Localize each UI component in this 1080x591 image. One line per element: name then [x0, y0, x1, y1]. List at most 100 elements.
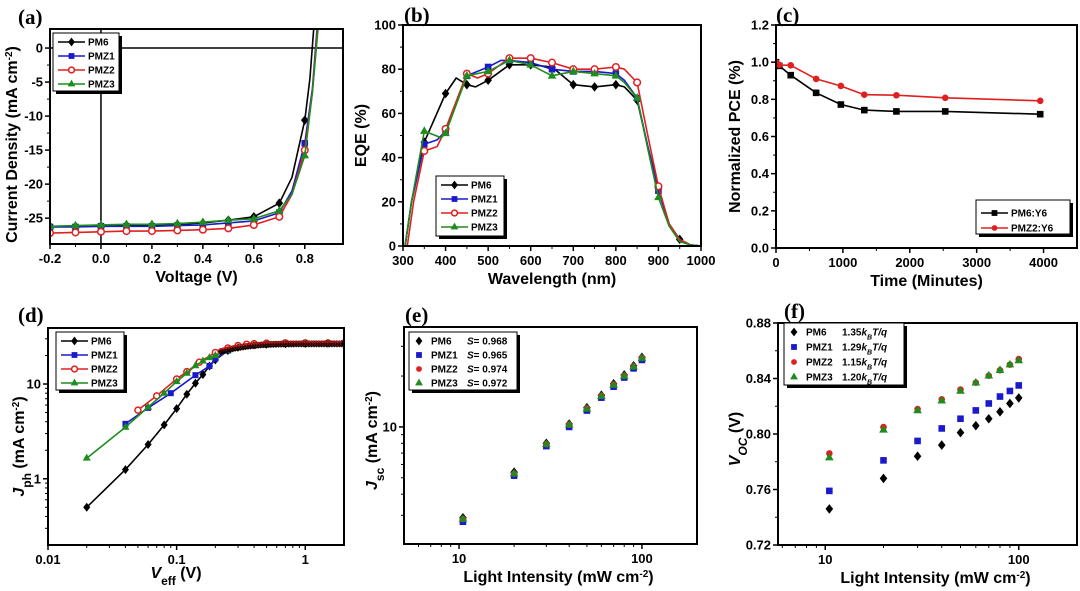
data-point — [619, 371, 629, 379]
data-point — [147, 219, 157, 228]
axis-title-part: -2 — [639, 569, 648, 580]
data-point — [787, 71, 795, 79]
data-point — [1036, 97, 1044, 105]
data-point — [224, 224, 233, 233]
data-point — [564, 419, 574, 428]
data-point — [837, 82, 845, 90]
slope-k: k — [861, 343, 867, 354]
y-axis-title: Normalized PCE (%) — [727, 60, 744, 213]
axis-title-part: ) — [364, 391, 381, 396]
y-tick-label: 0 — [36, 41, 43, 56]
x-tick-label: 500 — [477, 253, 499, 268]
slope-b: B — [867, 334, 872, 341]
data-point — [655, 187, 662, 195]
legend-s-value: S= 0.972 — [467, 379, 508, 390]
data-point — [972, 407, 980, 414]
x-tick-label: 10 — [818, 552, 832, 567]
data-point — [893, 91, 900, 99]
y-tick-label: -20 — [24, 177, 43, 192]
data-point — [224, 215, 233, 223]
y-axis-title: VOC (V) — [727, 412, 750, 466]
axis-title-part: EQE (%) — [353, 104, 370, 167]
data-point — [206, 362, 213, 369]
data-point — [860, 106, 868, 114]
legend-marker — [67, 79, 76, 87]
slope-number: 1.15 — [842, 358, 862, 369]
data-point — [191, 361, 200, 369]
legend-marker — [71, 352, 78, 358]
axis-title-part: ) — [4, 46, 21, 51]
data-point — [941, 94, 949, 102]
x-axis-title: Time (Minutes) — [870, 273, 983, 290]
data-point — [776, 61, 783, 69]
plot-frame — [47, 327, 345, 546]
legend-marker — [70, 365, 79, 373]
data-layer — [825, 355, 1024, 514]
data-point — [160, 388, 169, 396]
axis-title-part: Light Intensity (mW cm — [840, 570, 1016, 587]
data-layer — [82, 338, 344, 512]
data-point — [300, 150, 310, 159]
data-point — [198, 217, 208, 226]
data-point — [825, 504, 834, 514]
legend-label: PM6 — [471, 181, 492, 192]
slope-b: B — [867, 364, 872, 371]
data-point — [121, 465, 129, 475]
data-point — [582, 404, 592, 412]
legend-marker — [791, 344, 797, 350]
data-point — [1015, 382, 1023, 389]
legend-marker — [68, 37, 75, 47]
y-axis-title: Jph (mA cm-2) — [11, 396, 35, 496]
x-axis-title: Veff (V) — [150, 565, 201, 588]
data-point — [420, 146, 429, 156]
x-tick-label: 0 — [772, 255, 779, 270]
data-layer — [404, 54, 701, 246]
data-point — [301, 140, 309, 147]
axis-title-part: ph — [20, 473, 34, 488]
y-axis-title: Current Density (mA cm-2) — [4, 46, 22, 243]
data-point — [275, 212, 284, 221]
legend-box — [408, 331, 518, 391]
data-point — [212, 355, 219, 362]
data-layer — [50, 29, 319, 238]
legend-box — [435, 175, 505, 237]
panel-label: (a) — [18, 5, 43, 29]
y-tick-label: 0.84 — [746, 371, 772, 386]
x-tick-label: 0.0 — [92, 251, 110, 266]
slope-b: B — [867, 379, 872, 386]
legend-marker — [991, 210, 998, 216]
data-point — [787, 62, 795, 69]
slope-k: k — [861, 373, 867, 384]
legend-label: PMZ3 — [91, 379, 118, 390]
legend-marker — [68, 53, 75, 59]
x-tick-label: 4000 — [1029, 255, 1058, 270]
y-tick-label: 0.88 — [746, 316, 771, 331]
data-point — [825, 452, 834, 461]
data-point — [914, 437, 921, 445]
data-layer — [776, 58, 1044, 118]
legend-marker — [790, 372, 798, 380]
legend: PM6 PMZ1 PMZ2 PMZ3 — [52, 32, 122, 94]
data-point — [249, 220, 258, 229]
data-point — [1005, 359, 1015, 368]
slope-tq: T/q — [872, 343, 887, 354]
data-point — [637, 353, 647, 361]
axis-title-part: -2 — [364, 396, 375, 405]
data-point — [879, 473, 888, 484]
axis-title-part: ) — [11, 396, 28, 401]
legend-marker — [451, 180, 458, 190]
data-point — [71, 220, 80, 229]
x-tick-label: 700 — [562, 253, 584, 268]
y-tick-label: 0.0 — [751, 241, 769, 256]
data-point — [548, 65, 556, 73]
data-point — [547, 58, 557, 67]
data-point — [1014, 355, 1024, 364]
slope-number: 1.29 — [842, 343, 862, 354]
y-tick-label: 10 — [383, 419, 397, 434]
legend-label: PM6 — [431, 337, 452, 348]
data-point — [590, 82, 599, 92]
legend-s-value: S= 0.968 — [467, 337, 508, 348]
data-point — [173, 404, 181, 414]
axis-title-part: (V) — [727, 412, 744, 438]
